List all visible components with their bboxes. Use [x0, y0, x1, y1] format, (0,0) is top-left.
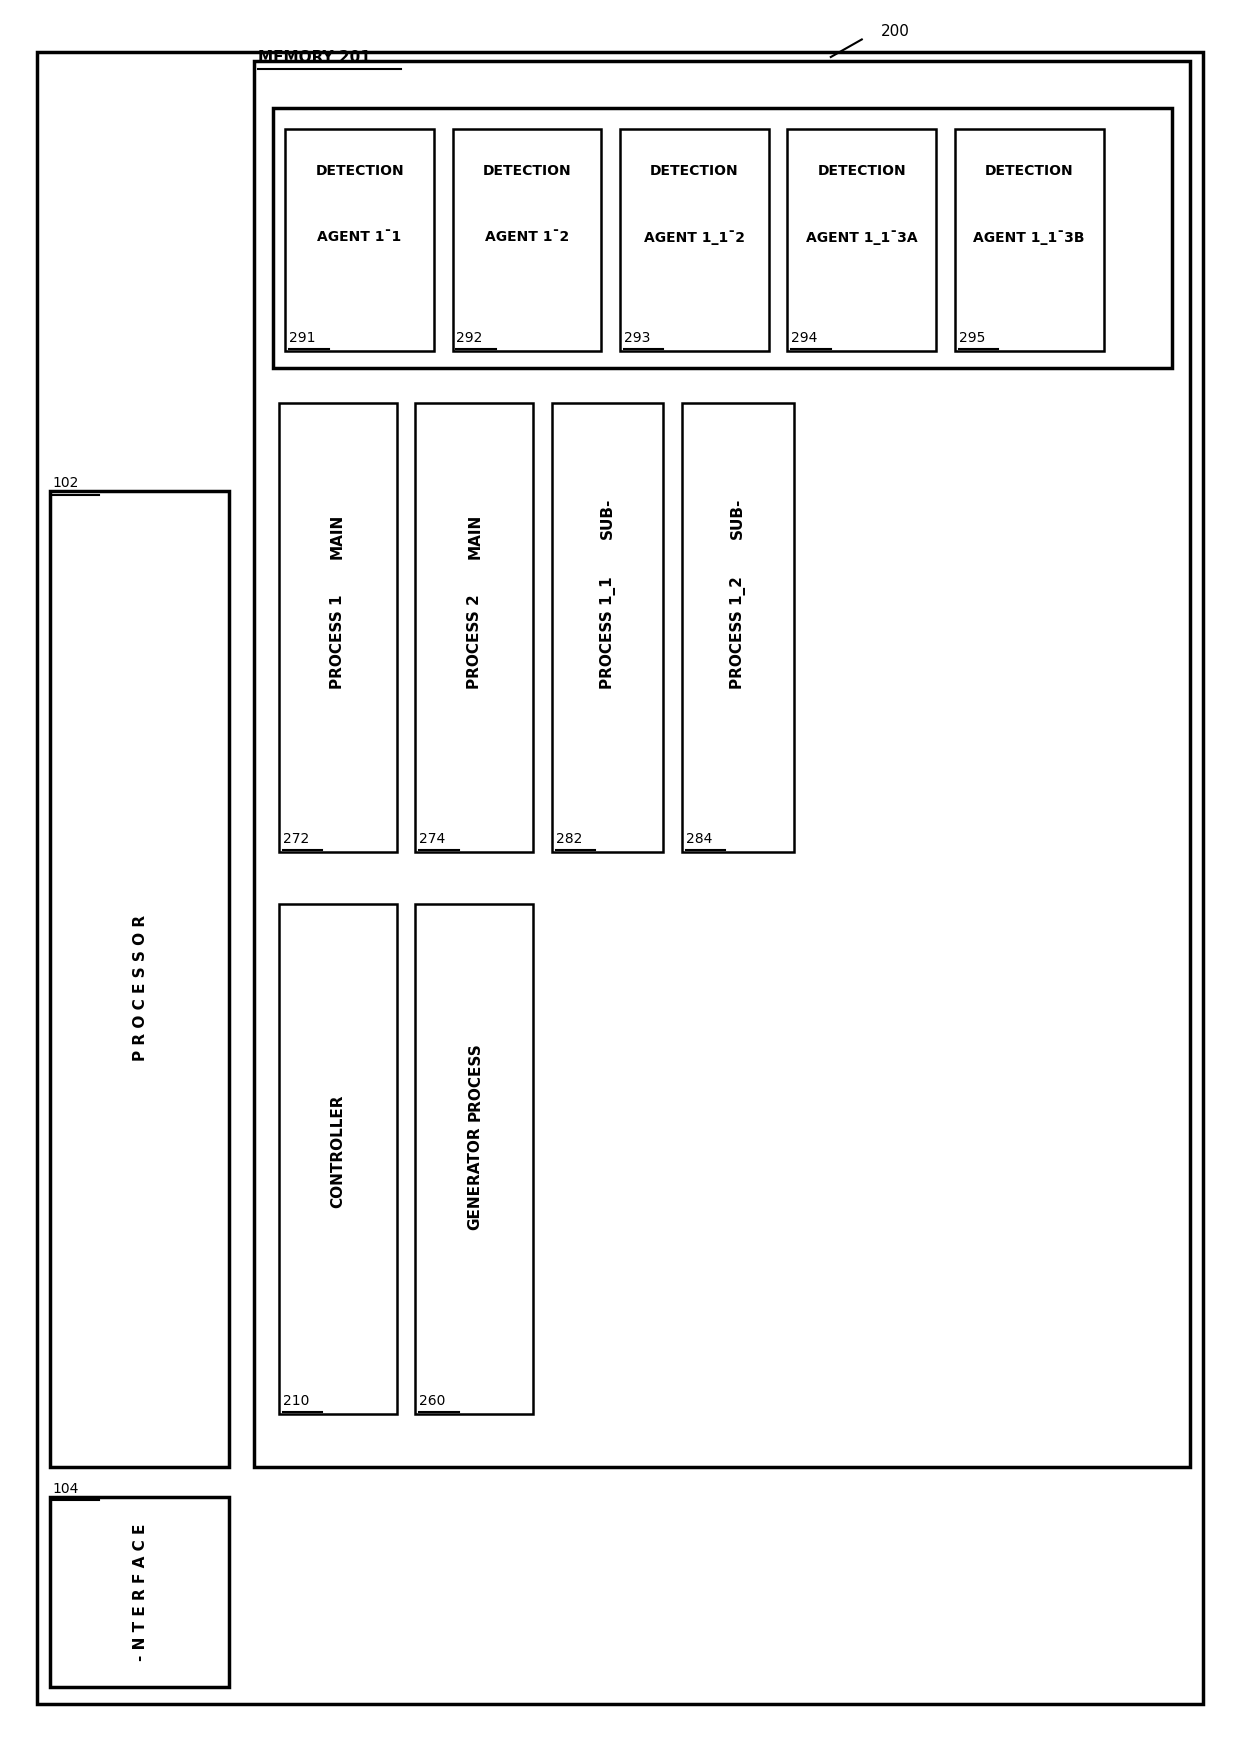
- Bar: [279, 905, 397, 1414]
- Bar: [620, 130, 769, 351]
- Text: 200: 200: [880, 25, 909, 39]
- Text: 102: 102: [52, 476, 78, 490]
- Bar: [787, 130, 936, 351]
- Text: SUB-: SUB-: [730, 497, 745, 539]
- Text: AGENT 1¯2: AGENT 1¯2: [485, 230, 569, 244]
- Bar: [552, 404, 663, 852]
- Text: 210: 210: [283, 1393, 309, 1407]
- Text: 272: 272: [283, 831, 309, 845]
- Text: GENERATOR: GENERATOR: [467, 1126, 482, 1228]
- Text: SUB-: SUB-: [600, 497, 615, 539]
- Text: 282: 282: [556, 831, 582, 845]
- Bar: [273, 109, 1172, 369]
- Text: 284: 284: [686, 831, 712, 845]
- Text: AGENT 1_1¯3B: AGENT 1_1¯3B: [973, 230, 1085, 244]
- Bar: [285, 130, 434, 351]
- Text: 291: 291: [289, 330, 315, 344]
- Bar: [50, 492, 229, 1467]
- Bar: [50, 1497, 229, 1687]
- Text: CONTROLLER: CONTROLLER: [330, 1095, 345, 1207]
- Bar: [254, 61, 1190, 1467]
- Bar: [682, 404, 794, 852]
- Text: PROCESS 1_2: PROCESS 1_2: [730, 576, 745, 689]
- Text: MAIN: MAIN: [467, 513, 482, 559]
- Text: DETECTION: DETECTION: [315, 163, 404, 177]
- Text: - N T E R F A C E: - N T E R F A C E: [133, 1523, 148, 1660]
- Text: PROCESS 1_1: PROCESS 1_1: [600, 576, 615, 689]
- Bar: [279, 404, 397, 852]
- Bar: [955, 130, 1104, 351]
- Text: DETECTION: DETECTION: [817, 163, 906, 177]
- Bar: [453, 130, 601, 351]
- Text: DETECTION: DETECTION: [482, 163, 572, 177]
- Text: P R O C E S S O R: P R O C E S S O R: [133, 914, 148, 1061]
- Text: 260: 260: [419, 1393, 445, 1407]
- Text: PROCESS: PROCESS: [467, 1042, 482, 1119]
- Text: PROCESS 2: PROCESS 2: [467, 594, 482, 689]
- Text: AGENT 1¯1: AGENT 1¯1: [317, 230, 402, 244]
- Bar: [415, 905, 533, 1414]
- Text: 295: 295: [959, 330, 985, 344]
- Text: PROCESS 1: PROCESS 1: [330, 594, 345, 689]
- Bar: [415, 404, 533, 852]
- Text: 292: 292: [456, 330, 482, 344]
- Text: 294: 294: [791, 330, 817, 344]
- Text: 104: 104: [52, 1481, 78, 1495]
- Text: MAIN: MAIN: [330, 513, 345, 559]
- Text: MEMORY 201: MEMORY 201: [258, 49, 371, 65]
- Text: AGENT 1_1¯3A: AGENT 1_1¯3A: [806, 230, 918, 244]
- Text: 274: 274: [419, 831, 445, 845]
- Text: DETECTION: DETECTION: [985, 163, 1074, 177]
- Text: DETECTION: DETECTION: [650, 163, 739, 177]
- Text: 293: 293: [624, 330, 650, 344]
- Text: AGENT 1_1¯2: AGENT 1_1¯2: [644, 230, 745, 244]
